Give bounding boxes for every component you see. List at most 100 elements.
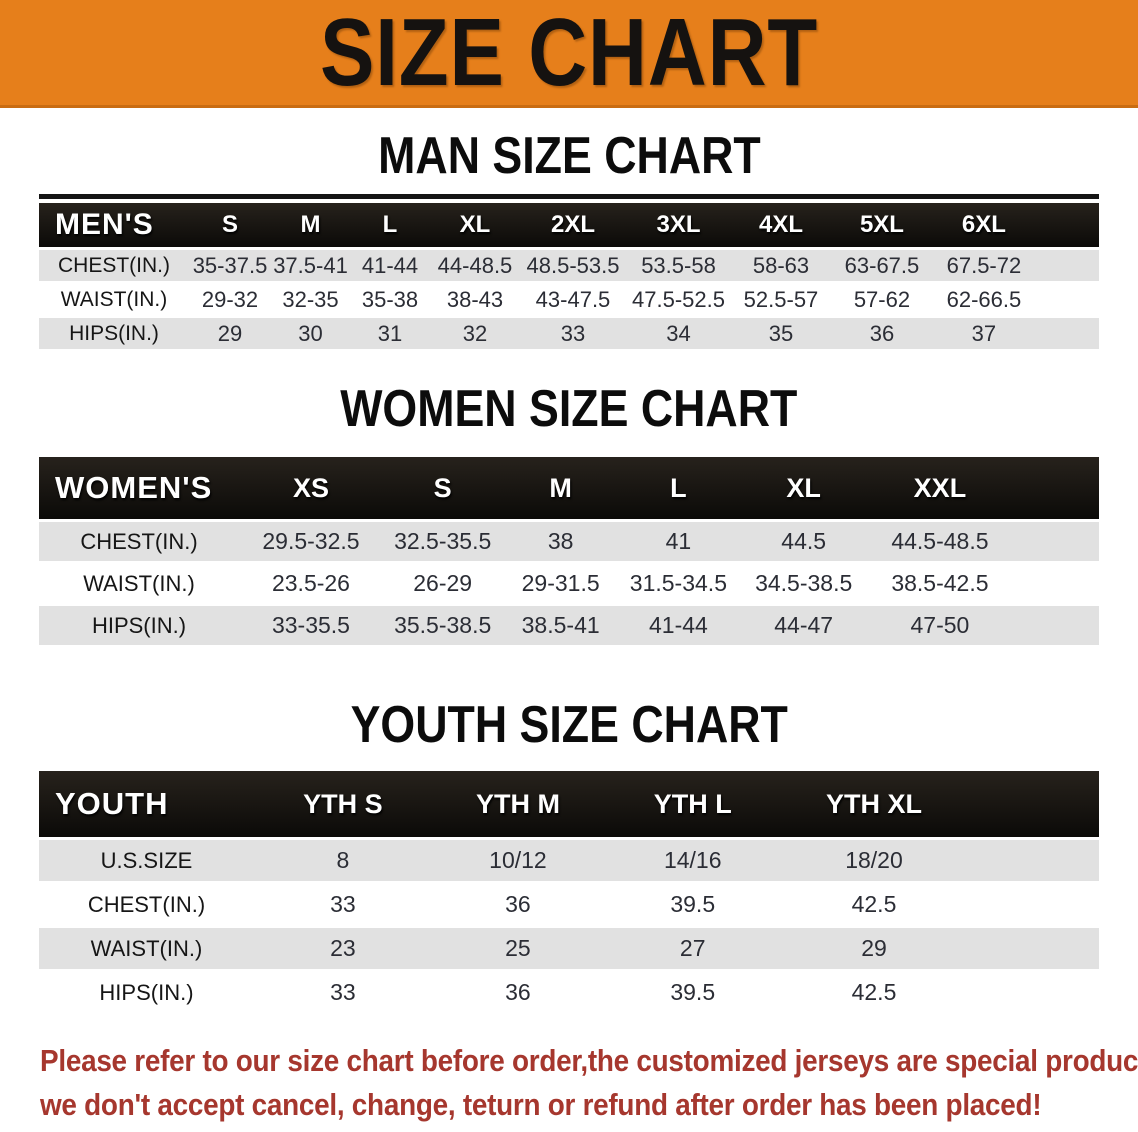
size-value: 29-31.5 <box>502 561 619 605</box>
table-header-label: WOMEN'S <box>39 457 240 521</box>
size-value: 30 <box>271 315 350 349</box>
size-column-header: XXL <box>869 457 1011 521</box>
size-column-header: L <box>618 457 738 521</box>
size-value: 25 <box>431 925 604 971</box>
size-value: 44.5 <box>737 519 870 563</box>
size-value: 36 <box>431 881 604 927</box>
size-value: 27 <box>603 925 782 971</box>
men-size-table-wrap: MEN'S S M L XL 2XL 3XL 4XL 5XL 6XL CHEST(IN.) 35-37… <box>39 194 1099 349</box>
disclaimer-line-2: we don't accept cancel, change, teturn o… <box>40 1087 1042 1122</box>
size-value: 8 <box>253 837 432 883</box>
size-value: 67.5-72 <box>932 247 1035 283</box>
table-row: HIPS(IN.) 33 36 39.5 42.5 <box>39 969 1099 1013</box>
row-filler <box>1010 561 1099 605</box>
table-row: CHEST(IN.) 29.5-32.5 32.5-35.5 38 41 44.5 44.5… <box>39 519 1099 563</box>
size-value: 41-44 <box>618 603 738 645</box>
header-filler <box>1010 457 1099 521</box>
women-section-title-text: WOMEN SIZE CHART <box>340 380 798 438</box>
row-filler <box>1010 603 1099 645</box>
banner-title: SIZE CHART <box>319 0 819 106</box>
men-section-title: MAN SIZE CHART <box>0 128 1138 184</box>
women-size-table-wrap: WOMEN'S XS S M L XL XXL CHEST(IN.) 29.5-32.5 32.5… <box>39 457 1099 645</box>
size-value: 44.5-48.5 <box>869 519 1011 563</box>
table-row: CHEST(IN.) 33 36 39.5 42.5 <box>39 881 1099 927</box>
table-header-label: YOUTH <box>39 771 254 839</box>
row-label: WAIST(IN.) <box>39 925 254 971</box>
table-row: WAIST(IN.) 23.5-26 26-29 29-31.5 31.5-34.5 34… <box>39 561 1099 605</box>
women-section-title: WOMEN SIZE CHART <box>0 381 1138 437</box>
table-row: WAIST(IN.) 23 25 27 29 <box>39 925 1099 971</box>
youth-section-title: YOUTH SIZE CHART <box>0 697 1138 753</box>
size-value: 23 <box>253 925 432 971</box>
row-filler <box>966 925 1099 971</box>
table-row: HIPS(IN.) 29 30 31 32 33 34 35 36 37 <box>39 315 1099 349</box>
size-value: 33 <box>253 881 432 927</box>
row-filler <box>1034 315 1099 349</box>
row-label: CHEST(IN.) <box>39 247 189 283</box>
size-value: 34 <box>625 315 732 349</box>
size-value: 33 <box>519 315 626 349</box>
size-column-header: YTH S <box>253 771 432 839</box>
size-value: 37 <box>932 315 1035 349</box>
men-section-title-text: MAN SIZE CHART <box>377 127 761 185</box>
size-value: 14/16 <box>603 837 782 883</box>
size-value: 38-43 <box>430 281 520 317</box>
table-row: WAIST(IN.) 29-32 32-35 35-38 38-43 43-47.5 47.… <box>39 281 1099 317</box>
size-column-header: 6XL <box>932 203 1035 249</box>
disclaimer-line-1: Please refer to our size chart before or… <box>40 1043 1138 1078</box>
size-value: 62-66.5 <box>932 281 1035 317</box>
size-value: 37.5-41 <box>271 247 350 283</box>
size-value: 35-37.5 <box>188 247 272 283</box>
size-column-header: XS <box>239 457 383 521</box>
size-value: 33-35.5 <box>239 603 383 645</box>
size-value: 39.5 <box>603 969 782 1013</box>
table-header-label: MEN'S <box>39 203 189 249</box>
size-value: 10/12 <box>431 837 604 883</box>
size-value: 48.5-53.5 <box>519 247 626 283</box>
size-value: 42.5 <box>781 881 967 927</box>
size-value: 36 <box>830 315 933 349</box>
youth-size-table: YOUTH YTH S YTH M YTH L YTH XL U.S.SIZE 8 10/12… <box>39 771 1099 1013</box>
size-value: 47.5-52.5 <box>625 281 732 317</box>
size-column-header: XL <box>737 457 870 521</box>
header-filler <box>1034 203 1099 249</box>
size-column-header: S <box>188 203 272 249</box>
size-column-header: 3XL <box>625 203 732 249</box>
size-column-header: L <box>349 203 430 249</box>
row-filler <box>966 881 1099 927</box>
size-value: 23.5-26 <box>239 561 383 605</box>
size-value: 44-47 <box>737 603 870 645</box>
men-table-top-rule <box>39 194 1099 199</box>
women-size-table: WOMEN'S XS S M L XL XXL CHEST(IN.) 29.5-32.5 32.5… <box>39 457 1099 645</box>
size-chart-banner: SIZE CHART <box>0 0 1138 108</box>
size-column-header: 2XL <box>519 203 626 249</box>
size-value: 31.5-34.5 <box>618 561 738 605</box>
size-value: 35.5-38.5 <box>382 603 503 645</box>
row-label: CHEST(IN.) <box>39 519 240 563</box>
size-column-header: 5XL <box>830 203 933 249</box>
row-label: HIPS(IN.) <box>39 969 254 1013</box>
size-value: 38.5-42.5 <box>869 561 1011 605</box>
size-column-header: XL <box>430 203 520 249</box>
size-value: 29-32 <box>188 281 272 317</box>
row-filler <box>966 837 1099 883</box>
size-value: 41 <box>618 519 738 563</box>
size-column-header: YTH M <box>431 771 604 839</box>
size-value: 53.5-58 <box>625 247 732 283</box>
size-value: 34.5-38.5 <box>737 561 870 605</box>
size-value: 58-63 <box>731 247 831 283</box>
size-value: 35 <box>731 315 831 349</box>
size-value: 18/20 <box>781 837 967 883</box>
men-size-table: MEN'S S M L XL 2XL 3XL 4XL 5XL 6XL CHEST(IN.) 35-37… <box>39 203 1099 349</box>
row-filler <box>1010 519 1099 563</box>
size-value: 32.5-35.5 <box>382 519 503 563</box>
row-label: CHEST(IN.) <box>39 881 254 927</box>
size-value: 32-35 <box>271 281 350 317</box>
size-value: 43-47.5 <box>519 281 626 317</box>
size-value: 33 <box>253 969 432 1013</box>
row-label: U.S.SIZE <box>39 837 254 883</box>
size-column-header: 4XL <box>731 203 831 249</box>
youth-size-table-wrap: YOUTH YTH S YTH M YTH L YTH XL U.S.SIZE 8 10/12… <box>39 771 1099 1013</box>
size-value: 29.5-32.5 <box>239 519 383 563</box>
size-value: 41-44 <box>349 247 430 283</box>
